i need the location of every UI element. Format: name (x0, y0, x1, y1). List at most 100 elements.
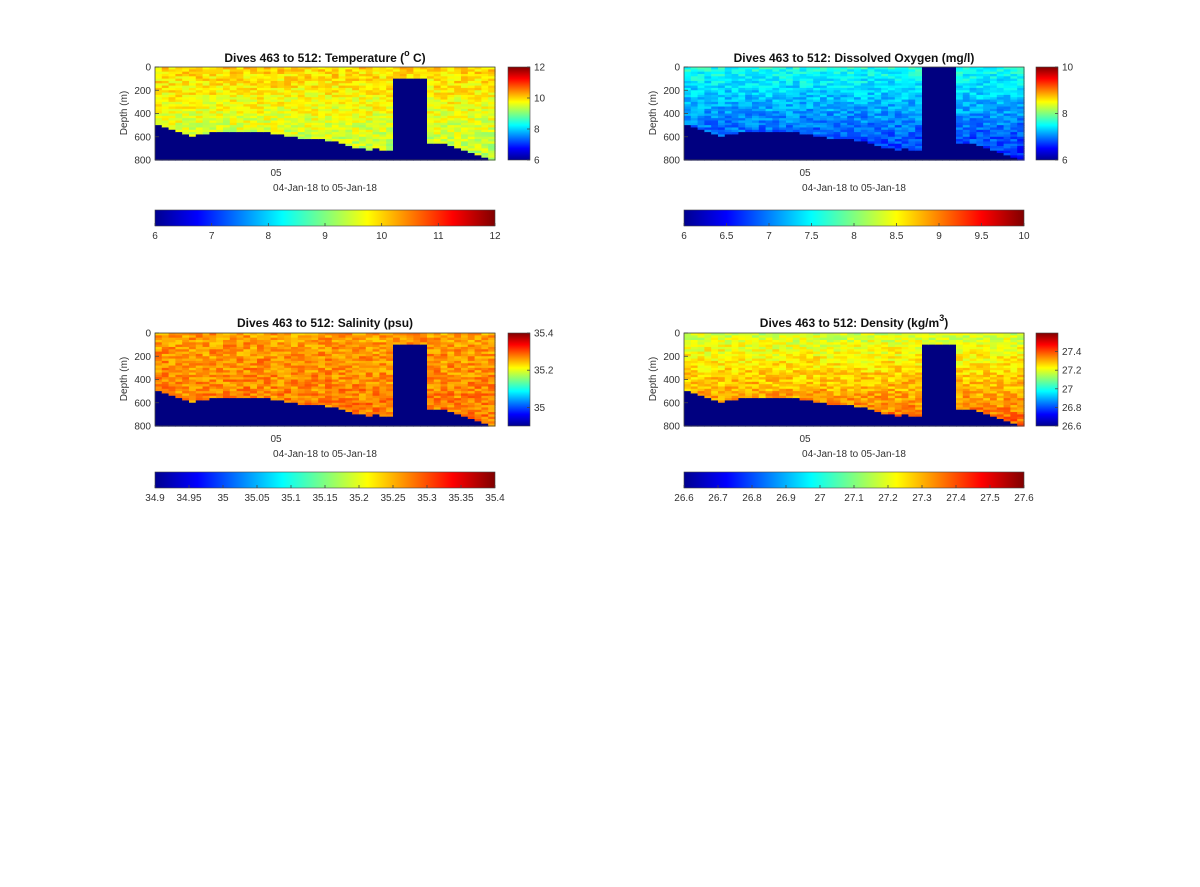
heatmap-cell (243, 148, 251, 152)
heatmap-cell (209, 78, 217, 82)
heatmap-cell (711, 101, 719, 105)
heatmap-cell (399, 122, 408, 126)
heatmap-cell (752, 104, 760, 108)
heatmap-cell (704, 85, 712, 89)
heatmap-cell (467, 92, 476, 96)
heatmap-cell (786, 115, 794, 119)
heatmap-cell (345, 85, 353, 89)
heatmap-cell (229, 94, 238, 98)
heatmap-cell (935, 92, 943, 96)
heatmap-cell (935, 157, 943, 161)
heatmap-cell (772, 139, 780, 142)
heatmap-cell (697, 94, 705, 98)
heatmap-cell (168, 73, 176, 77)
heatmap-cell (393, 146, 401, 149)
heatmap-cell (277, 94, 285, 98)
heatmap-cell (263, 80, 272, 84)
heatmap-cell (922, 127, 930, 131)
heatmap-cell (792, 136, 801, 140)
heatmap-cell (976, 113, 984, 117)
heatmap-cell (379, 101, 387, 105)
heatmap-cell (942, 125, 950, 129)
heatmap-cell (223, 111, 231, 115)
heatmap-cell (833, 139, 841, 142)
heatmap-cell (461, 157, 469, 161)
heatmap-cell (826, 115, 835, 119)
heatmap-cell (263, 141, 272, 145)
heatmap-cell (711, 150, 719, 154)
heatmap-cell (189, 153, 197, 156)
heatmap-cell (454, 83, 462, 87)
heatmap-cell (990, 92, 998, 96)
heatmap-cell (297, 153, 306, 156)
heatmap-cell (216, 80, 224, 84)
heatmap-cell (420, 153, 428, 156)
heatmap-cell (1010, 69, 1018, 73)
heatmap-cell (792, 111, 801, 115)
heatmap-cell (318, 71, 326, 75)
heatmap-cell (718, 139, 726, 142)
heatmap-cell (433, 83, 442, 87)
heatmap-cell (467, 120, 476, 124)
heatmap-cell (223, 122, 231, 126)
heatmap-cell (209, 67, 217, 70)
heatmap-cell (690, 78, 699, 82)
heatmap-cell (461, 67, 469, 70)
heatmap-cell (840, 97, 848, 101)
heatmap-cell (379, 122, 387, 126)
heatmap-cell (847, 94, 855, 98)
heatmap-cell (467, 122, 476, 126)
heatmap-cell (399, 67, 408, 70)
heatmap-cell (820, 155, 828, 159)
heatmap-cell (202, 120, 210, 124)
heatmap-cell (386, 136, 394, 140)
heatmap-cell (908, 122, 916, 126)
heatmap-cell (372, 69, 380, 73)
heatmap-cell (440, 90, 448, 94)
heatmap-cell (990, 76, 998, 80)
heatmap-cell (922, 90, 930, 94)
heatmap-cell (155, 127, 163, 131)
heatmap-cell (949, 157, 957, 161)
heatmap-cell (758, 94, 767, 98)
heatmap-cell (474, 108, 482, 112)
heatmap-cell (223, 92, 231, 96)
heatmap-cell (175, 122, 183, 126)
heatmap-cell (1003, 125, 1011, 129)
heatmap-cell (243, 92, 251, 96)
heatmap-cell (792, 134, 801, 138)
heatmap-cell (427, 132, 435, 136)
heatmap-cell (263, 134, 272, 138)
heatmap-cell (792, 78, 801, 82)
heatmap-cell (976, 78, 984, 82)
heatmap-cell (168, 129, 176, 133)
heatmap-cell (908, 157, 916, 161)
heatmap-cell (297, 78, 306, 82)
heatmap-cell (447, 143, 455, 147)
heatmap-cell (297, 143, 306, 147)
heatmap-cell (724, 136, 733, 140)
heatmap-cell (257, 90, 265, 94)
heatmap-cell (195, 125, 204, 129)
heatmap-cell (345, 115, 353, 119)
heatmap-cell (372, 92, 380, 96)
heatmap-cell (175, 141, 183, 145)
heatmap-cell (161, 136, 170, 140)
heatmap-cell (236, 67, 244, 70)
heatmap-cell (901, 99, 909, 103)
heatmap-cell (990, 155, 998, 159)
heatmap-cell (690, 69, 699, 73)
heatmap-cell (461, 132, 469, 136)
heatmap-cell (711, 106, 719, 110)
heatmap-cell (684, 104, 692, 108)
heatmap-cell (779, 97, 787, 101)
heatmap-cell (894, 111, 903, 115)
heatmap-cell (765, 157, 773, 161)
heatmap-cell (189, 85, 197, 89)
heatmap-cell (393, 111, 401, 115)
heatmap-cell (182, 76, 190, 80)
heatmap-cell (956, 85, 964, 89)
heatmap-cell (291, 139, 299, 142)
heatmap-cell (881, 153, 889, 156)
heatmap-cell (874, 155, 882, 159)
